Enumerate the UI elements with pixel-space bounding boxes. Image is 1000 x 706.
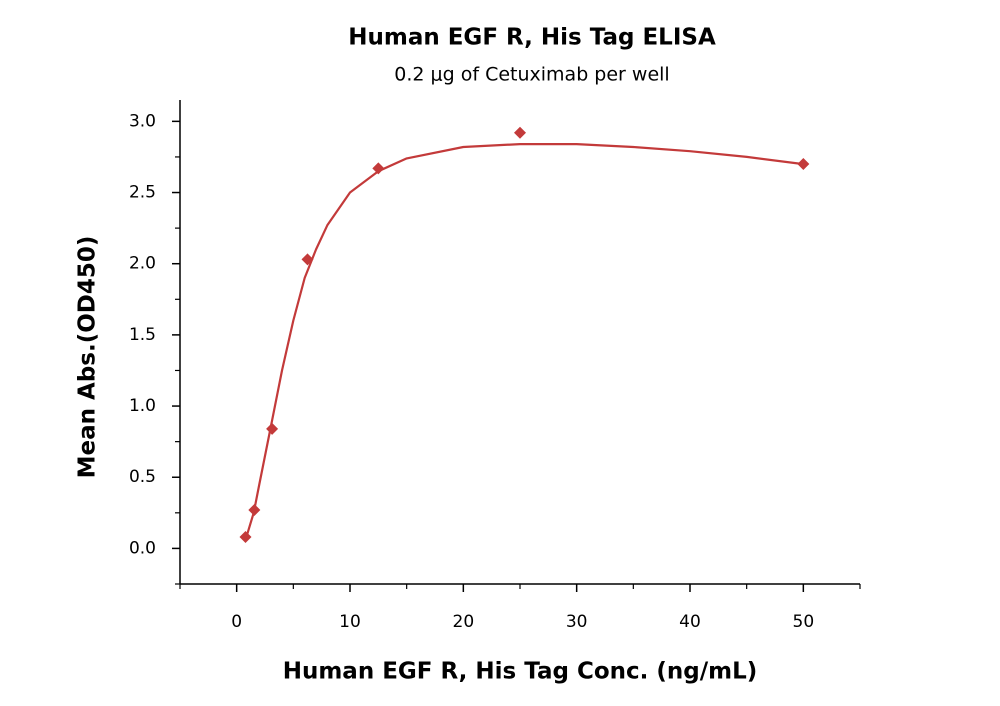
y-tick-label: 0.5	[129, 467, 156, 487]
y-tick-label: 3.0	[129, 111, 156, 131]
y-tick-label: 2.5	[129, 183, 156, 203]
data-point	[797, 158, 810, 171]
y-tick-label: 2.0	[129, 254, 156, 274]
y-axis-label: Mean Abs.(OD450)	[75, 236, 101, 479]
x-tick-label: 10	[339, 612, 361, 632]
data-point	[514, 126, 526, 139]
data-point	[266, 422, 279, 435]
y-tick-label: 1.5	[129, 325, 156, 345]
data-point	[248, 503, 261, 516]
data-point	[239, 531, 252, 544]
data-point	[372, 162, 385, 175]
fit-curve	[244, 143, 804, 541]
y-tick-label: 0.0	[129, 538, 156, 558]
x-tick-label: 20	[453, 612, 475, 632]
data-point	[301, 253, 314, 266]
x-tick-label: 50	[793, 612, 815, 632]
x-tick-label: 30	[566, 612, 588, 632]
chart-subtitle: 0.2 μg of Cetuximab per well	[394, 64, 669, 86]
x-tick-label: 40	[679, 612, 701, 632]
chart-title: Human EGF R, His Tag ELISA	[348, 25, 716, 51]
x-axis-label: Human EGF R, His Tag Conc. (ng/mL)	[283, 659, 758, 685]
x-tick-label: 0	[231, 612, 242, 632]
y-tick-label: 1.0	[129, 396, 156, 416]
